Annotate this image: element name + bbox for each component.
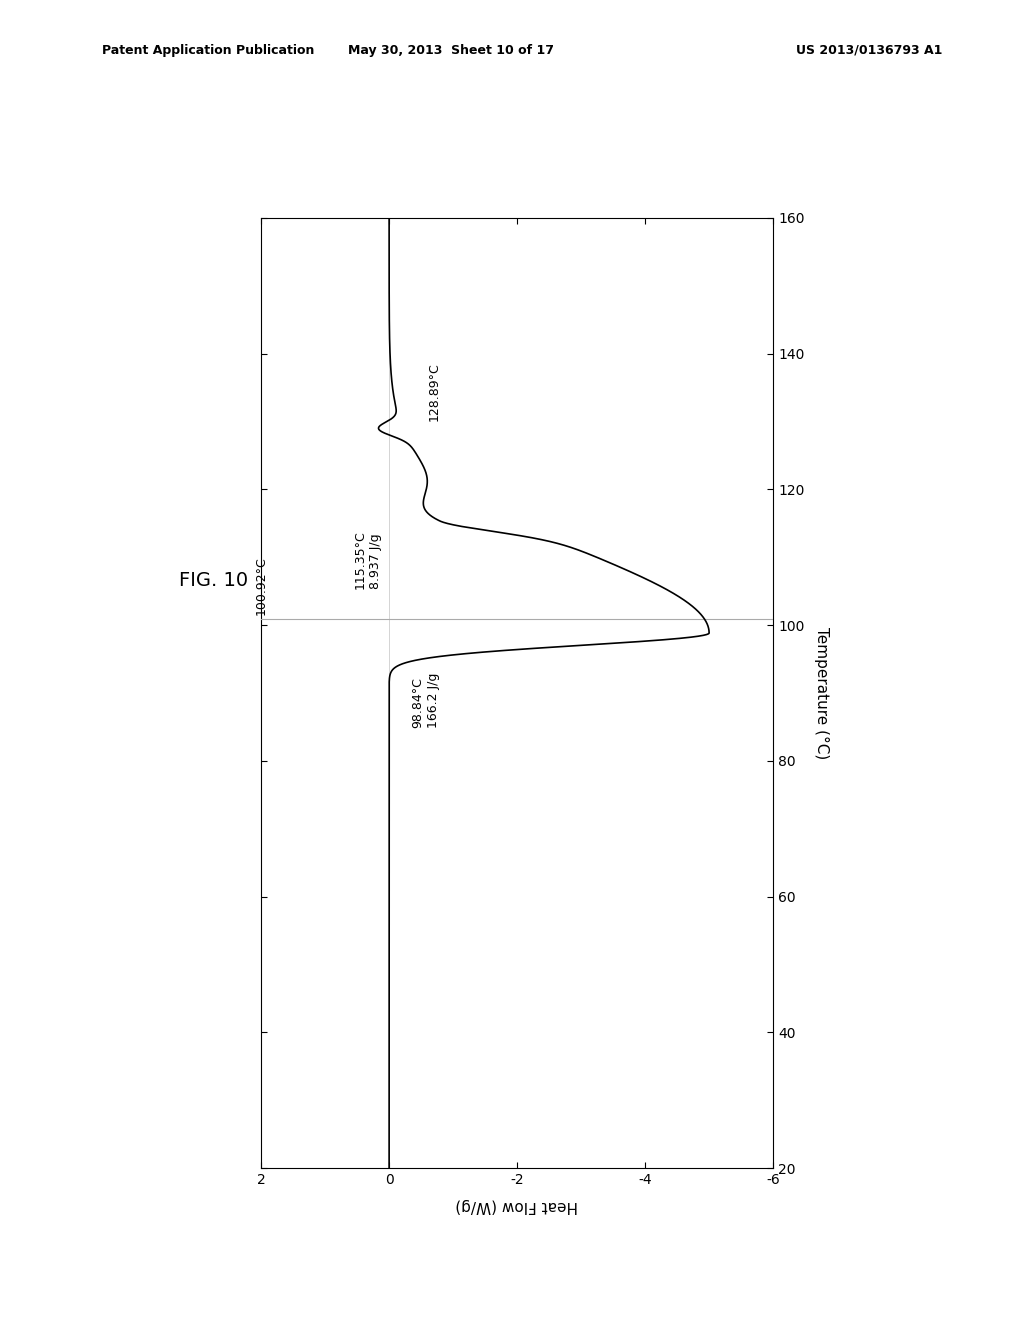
X-axis label: Heat Flow (W/g): Heat Flow (W/g) xyxy=(456,1199,579,1213)
Text: 98.84°C
166.2 J/g: 98.84°C 166.2 J/g xyxy=(412,673,439,729)
Text: May 30, 2013  Sheet 10 of 17: May 30, 2013 Sheet 10 of 17 xyxy=(347,44,554,57)
Text: US 2013/0136793 A1: US 2013/0136793 A1 xyxy=(796,44,942,57)
Text: FIG. 10: FIG. 10 xyxy=(179,572,249,590)
Text: 100.92°C: 100.92°C xyxy=(255,556,267,615)
Text: 128.89°C: 128.89°C xyxy=(428,363,440,421)
Y-axis label: Temperature (°C): Temperature (°C) xyxy=(814,627,829,759)
Text: Patent Application Publication: Patent Application Publication xyxy=(102,44,314,57)
Text: 115.35°C
8.937 J/g: 115.35°C 8.937 J/g xyxy=(354,531,382,589)
